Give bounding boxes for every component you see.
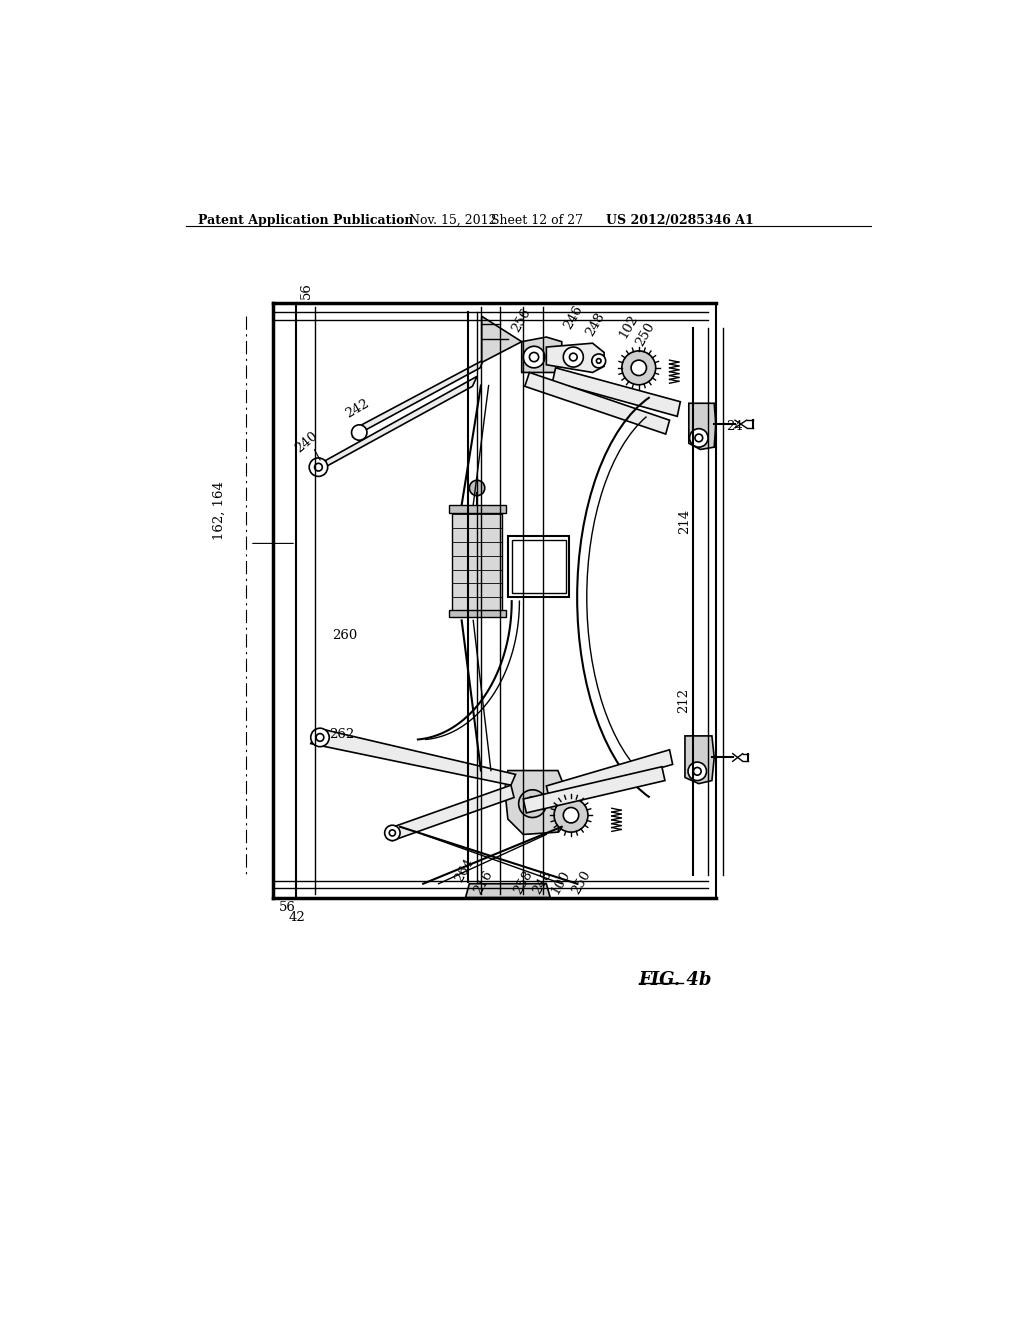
Circle shape xyxy=(622,351,655,385)
Polygon shape xyxy=(689,404,716,449)
Text: Patent Application Publication: Patent Application Publication xyxy=(199,214,414,227)
Bar xyxy=(508,536,569,598)
Text: FIG. 4b: FIG. 4b xyxy=(639,970,713,989)
Text: 250: 250 xyxy=(569,869,593,896)
Text: 246: 246 xyxy=(561,304,586,331)
Text: 216: 216 xyxy=(471,869,496,896)
Text: 264: 264 xyxy=(453,857,477,884)
Circle shape xyxy=(631,360,646,376)
Bar xyxy=(453,512,503,612)
Text: 262: 262 xyxy=(330,727,354,741)
Polygon shape xyxy=(389,785,514,841)
Polygon shape xyxy=(312,376,477,474)
Circle shape xyxy=(310,729,330,747)
Text: 100: 100 xyxy=(548,869,572,896)
Circle shape xyxy=(563,347,584,367)
Polygon shape xyxy=(547,750,673,800)
Polygon shape xyxy=(685,737,714,784)
Circle shape xyxy=(385,825,400,841)
Text: Nov. 15, 2012: Nov. 15, 2012 xyxy=(410,214,497,227)
Bar xyxy=(449,506,506,512)
Text: 240: 240 xyxy=(292,429,319,455)
Circle shape xyxy=(569,354,578,360)
Text: 212: 212 xyxy=(677,688,690,713)
Text: 260: 260 xyxy=(333,630,357,643)
Text: 248: 248 xyxy=(584,310,607,338)
Bar xyxy=(449,610,506,618)
Text: Sheet 12 of 27: Sheet 12 of 27 xyxy=(490,214,583,227)
Circle shape xyxy=(529,352,539,362)
Text: 250: 250 xyxy=(633,319,656,348)
Text: 42: 42 xyxy=(289,911,305,924)
Polygon shape xyxy=(521,337,562,372)
Circle shape xyxy=(689,429,708,447)
Polygon shape xyxy=(524,372,670,434)
Text: 256: 256 xyxy=(510,306,534,334)
Polygon shape xyxy=(547,343,604,372)
Circle shape xyxy=(693,767,701,775)
Text: 258: 258 xyxy=(511,869,536,896)
Polygon shape xyxy=(310,730,515,785)
Text: 24: 24 xyxy=(726,420,742,433)
Circle shape xyxy=(530,801,535,807)
Text: 214: 214 xyxy=(679,510,691,535)
Circle shape xyxy=(688,762,707,780)
Text: 102: 102 xyxy=(616,312,641,341)
Circle shape xyxy=(523,346,545,368)
Circle shape xyxy=(389,830,395,836)
Polygon shape xyxy=(466,884,550,898)
Circle shape xyxy=(592,354,605,368)
Bar xyxy=(512,540,565,594)
Text: US 2012/0285346 A1: US 2012/0285346 A1 xyxy=(606,214,754,227)
Circle shape xyxy=(596,359,601,363)
Text: 56: 56 xyxy=(300,282,312,300)
Circle shape xyxy=(525,797,540,810)
Polygon shape xyxy=(523,767,665,813)
Polygon shape xyxy=(505,771,565,834)
Circle shape xyxy=(351,425,367,441)
Circle shape xyxy=(554,799,588,832)
Polygon shape xyxy=(481,317,521,363)
Circle shape xyxy=(314,463,323,471)
Circle shape xyxy=(563,808,579,822)
Text: 162, 164: 162, 164 xyxy=(213,480,225,540)
Text: 56: 56 xyxy=(279,902,295,915)
Circle shape xyxy=(309,458,328,477)
Circle shape xyxy=(695,434,702,442)
Polygon shape xyxy=(553,368,680,416)
Text: 248: 248 xyxy=(530,869,554,896)
Text: 242: 242 xyxy=(344,397,372,421)
Circle shape xyxy=(469,480,484,496)
Circle shape xyxy=(316,734,324,742)
Circle shape xyxy=(518,789,547,817)
Polygon shape xyxy=(352,360,483,437)
